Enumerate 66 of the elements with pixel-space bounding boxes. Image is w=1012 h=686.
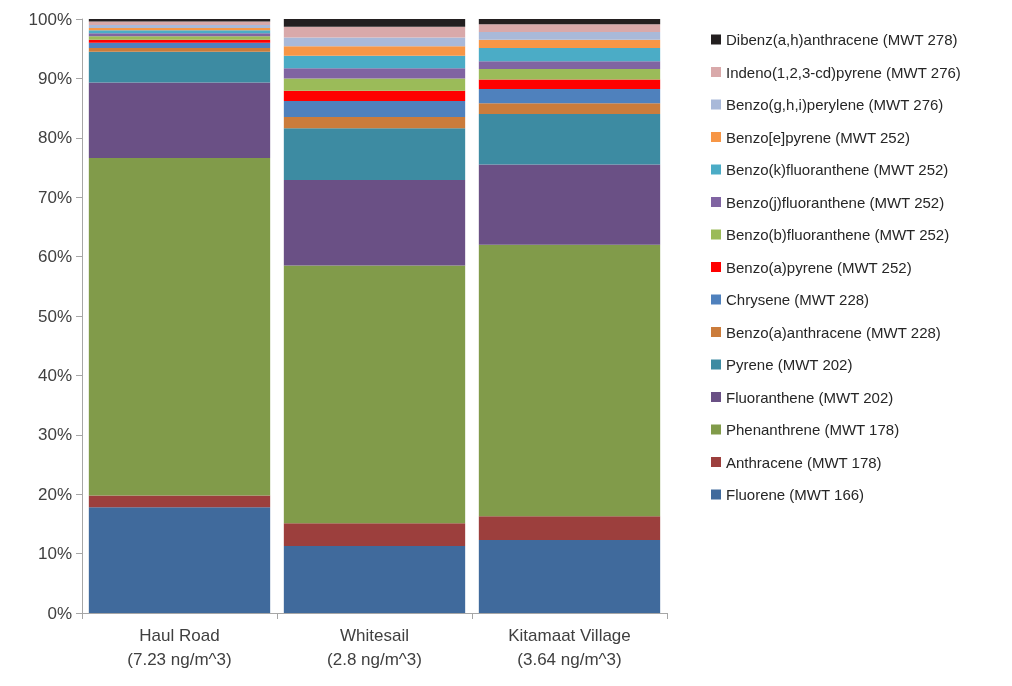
- y-tick-label: 40%: [37, 365, 72, 385]
- bar: [88, 507, 271, 613]
- legend-label: Benzo(b)fluoranthene (MWT 252): [726, 226, 950, 243]
- x-tick-label: Kitamaat Village (3.64 ng/m^3): [508, 625, 631, 669]
- bar: [478, 89, 661, 104]
- y-tick-label: 10%: [37, 544, 72, 564]
- bar: [478, 48, 661, 62]
- bar: [478, 68, 661, 80]
- y-tick-label: 100%: [28, 9, 72, 29]
- bar: [283, 37, 466, 47]
- y-tick-label: 0%: [47, 603, 72, 623]
- legend-label: Fluorene (MWT 166): [726, 486, 865, 503]
- bar: [283, 90, 466, 101]
- bar: [283, 179, 466, 266]
- legend-label: Benzo(j)fluoranthene (MWT 252): [726, 193, 945, 211]
- bar: [283, 117, 466, 129]
- bar: [283, 68, 466, 79]
- bar: [478, 516, 661, 540]
- bar: [283, 19, 466, 27]
- bar: [478, 114, 661, 165]
- y-tick-label: 50%: [37, 306, 72, 326]
- legend-label: Dibenz(a,h)anthracene (MWT 278): [726, 31, 958, 48]
- y-tick-label: 80%: [37, 128, 72, 148]
- y-tick-label: 30%: [37, 425, 72, 445]
- bar: [88, 495, 271, 508]
- legend-label: Benzo(k)fluoranthene (MWT 252): [726, 161, 949, 178]
- bar: [88, 51, 271, 83]
- bar: [283, 265, 466, 524]
- y-tick-label: 60%: [37, 247, 72, 267]
- bar: [478, 61, 661, 69]
- legend-label: Benzo(a)anthracene (MWT 228): [726, 323, 941, 341]
- bar: [88, 82, 271, 158]
- x-tick-label: Haul Road (7.23 ng/m^3): [127, 625, 232, 669]
- legend-label: Benzo[e]pyrene (MWT 252): [726, 128, 910, 146]
- bar: [478, 39, 661, 49]
- legend-label: Indeno(1,2,3-cd)pyrene (MWT 276): [726, 63, 961, 81]
- bar: [478, 244, 661, 517]
- bar: [283, 523, 466, 546]
- bar: [478, 164, 661, 245]
- bar: [283, 55, 466, 69]
- bar: [283, 545, 466, 613]
- bar: [283, 100, 466, 118]
- bar: [478, 19, 661, 25]
- bar: [283, 46, 466, 56]
- legend-label: Phenanthrene (MWT 178): [726, 421, 900, 438]
- legend-label: Chrysene (MWT 228): [726, 291, 870, 308]
- y-tick-label: 70%: [37, 187, 72, 207]
- bar: [478, 24, 661, 33]
- bar: [283, 26, 466, 38]
- bar: [478, 32, 661, 40]
- bar: [283, 128, 466, 180]
- bar: [478, 539, 661, 613]
- bar: [283, 78, 466, 91]
- y-tick-label: 90%: [37, 68, 72, 88]
- y-tick-label: 20%: [37, 484, 72, 504]
- bar: [88, 42, 271, 49]
- legend-label: Pyrene (MWT 202): [726, 356, 853, 373]
- bar: [478, 79, 661, 90]
- bar: [88, 48, 271, 52]
- bar: [478, 103, 661, 115]
- legend-label: Benzo(a)pyrene (MWT 252): [726, 258, 912, 276]
- legend-label: Benzo(g,h,i)perylene (MWT 276): [726, 96, 944, 113]
- legend-label: Fluoranthene (MWT 202): [726, 388, 894, 406]
- legend-label: Anthracene (MWT 178): [726, 453, 882, 471]
- x-tick-label: Whitesail (2.8 ng/m^3): [327, 625, 422, 669]
- bar: [88, 158, 271, 496]
